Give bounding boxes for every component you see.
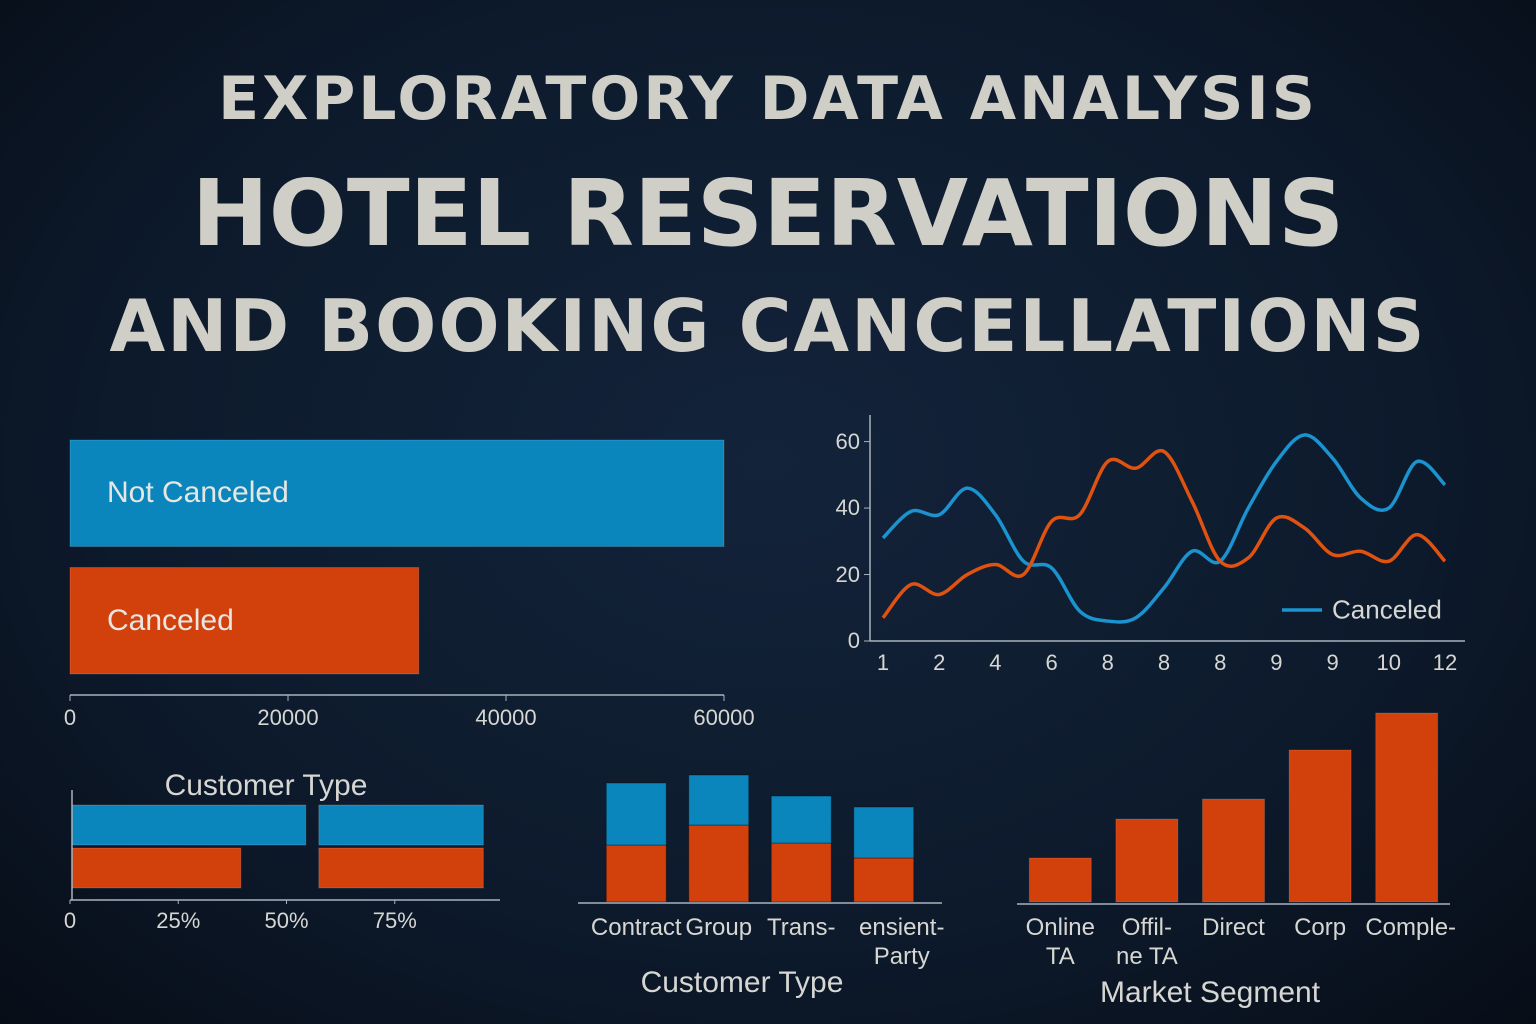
x-tick-label: 75% <box>372 907 417 933</box>
bar-segment <box>688 824 750 903</box>
line <box>881 448 1447 619</box>
x-tick-label: 40000 <box>475 704 537 730</box>
x-axis-title: Customer Type <box>640 966 844 999</box>
x-tick-label: Trans- <box>767 914 836 941</box>
x-tick-label: 9 <box>1326 649 1339 675</box>
x-tick-label: 8 <box>1214 649 1227 675</box>
bar-segment <box>770 795 832 844</box>
x-tick-label: 12 <box>1432 649 1458 675</box>
x-tick-label: 0 <box>63 907 77 933</box>
subtitle: AND BOOKING CANCELLATIONS <box>109 284 1427 368</box>
bar-segment <box>688 774 750 826</box>
x-tick-label: 0 <box>63 704 77 730</box>
bar <box>1375 712 1439 903</box>
x-tick-label: 6 <box>1045 649 1058 675</box>
y-tick-label: 40 <box>835 494 860 520</box>
bar-label: Not Canceled <box>107 476 289 510</box>
x-tick-label: Comple- <box>1365 914 1457 941</box>
bar <box>1115 818 1179 903</box>
range-bar <box>71 847 242 889</box>
x-tick-label: 2 <box>933 649 946 675</box>
line <box>881 433 1447 624</box>
bar-segment <box>853 806 915 859</box>
x-tick-label: 8 <box>1157 649 1171 675</box>
bar-label: Canceled <box>107 603 234 637</box>
bar <box>69 567 420 675</box>
y-tick-label: 60 <box>835 428 860 454</box>
kicker: EXPLORATORY DATA ANALYSIS <box>218 64 1318 134</box>
bar <box>1202 798 1265 903</box>
title: HOTEL RESERVATIONS <box>191 160 1345 267</box>
y-tick-label: 0 <box>847 627 860 653</box>
bar-segment <box>605 844 667 903</box>
y-tick-label: 20 <box>835 561 860 587</box>
chart-title: Customer Type <box>164 769 368 802</box>
range-bar <box>318 847 484 889</box>
x-tick-label: ensient- Party <box>859 914 945 970</box>
x-tick-label: 25% <box>156 907 201 933</box>
x-tick-label: Offil- ne TA <box>1115 914 1178 970</box>
x-tick-label: 9 <box>1270 649 1283 675</box>
bar <box>1288 749 1352 903</box>
bar-segment <box>770 842 832 903</box>
x-tick-label: Direct <box>1202 914 1265 941</box>
x-tick-label: 10 <box>1376 649 1402 675</box>
x-tick-label: Contract <box>590 914 682 941</box>
x-tick-label: Online TA <box>1025 914 1095 970</box>
x-tick-label: 8 <box>1101 649 1114 675</box>
bar <box>1028 857 1092 903</box>
bar-segment <box>853 857 915 903</box>
x-axis-title: Market Segment <box>1099 976 1321 1009</box>
legend-label: Canceled <box>1332 594 1442 625</box>
bar-segment <box>605 782 667 846</box>
x-tick-label: 60000 <box>693 704 755 730</box>
range-bar <box>318 804 484 846</box>
x-tick-label: 4 <box>989 649 1002 675</box>
x-tick-label: Group <box>685 914 753 941</box>
x-tick-label: 1 <box>876 649 890 675</box>
x-tick-label: 50% <box>264 907 309 933</box>
x-tick-label: Corp <box>1294 914 1347 941</box>
bar <box>69 439 725 547</box>
range-bar <box>71 804 307 846</box>
x-tick-label: 20000 <box>257 704 319 730</box>
